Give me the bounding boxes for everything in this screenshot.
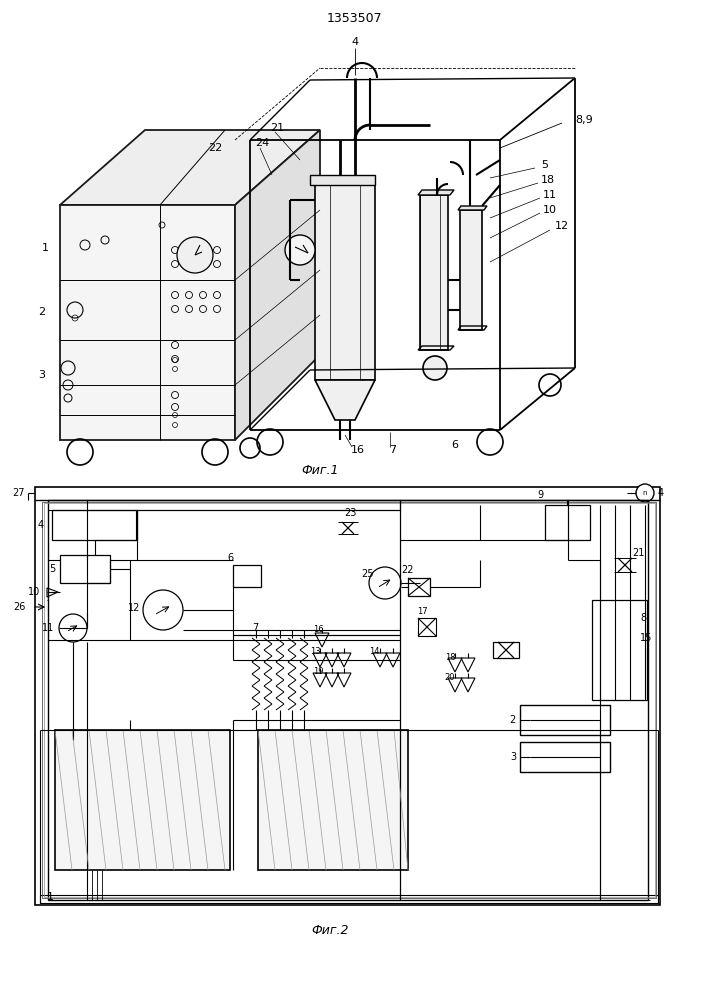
Polygon shape [458, 206, 487, 210]
Text: 22: 22 [208, 143, 222, 153]
Text: 19: 19 [312, 668, 323, 676]
Text: 9: 9 [537, 490, 543, 500]
Text: 3: 3 [38, 370, 45, 380]
Circle shape [59, 614, 87, 642]
Text: 1: 1 [47, 892, 54, 902]
Text: 17: 17 [416, 607, 427, 616]
Text: 16: 16 [351, 445, 365, 455]
Circle shape [177, 237, 213, 273]
Bar [258, 730, 408, 870]
Bar [44, 503, 655, 897]
Text: 21: 21 [270, 123, 284, 133]
Polygon shape [310, 175, 375, 185]
Bar [42, 502, 656, 898]
Circle shape [285, 235, 315, 265]
Bar [233, 565, 261, 587]
Text: 16: 16 [312, 626, 323, 635]
Text: 18: 18 [541, 175, 555, 185]
Text: 22: 22 [401, 565, 414, 575]
Text: 10: 10 [543, 205, 557, 215]
Bar [520, 742, 610, 772]
Bar [55, 730, 230, 870]
Text: 11: 11 [42, 623, 54, 633]
Text: 14: 14 [369, 648, 379, 656]
Bar [418, 618, 436, 636]
Text: 1353507: 1353507 [326, 11, 382, 24]
Polygon shape [235, 130, 320, 440]
Circle shape [636, 484, 654, 502]
Text: 11: 11 [543, 190, 557, 200]
Text: 23: 23 [344, 508, 356, 518]
Text: 12: 12 [555, 221, 569, 231]
Text: 13: 13 [310, 648, 320, 656]
Text: 1: 1 [42, 243, 49, 253]
Bar [520, 705, 610, 735]
Bar [420, 195, 448, 350]
Bar [60, 555, 110, 583]
Polygon shape [315, 380, 375, 420]
Circle shape [423, 356, 447, 380]
Text: 10: 10 [28, 587, 40, 597]
Bar [408, 578, 430, 596]
Circle shape [143, 590, 183, 630]
Bar [35, 487, 660, 905]
Bar [315, 185, 375, 380]
Text: 2: 2 [510, 715, 516, 725]
Polygon shape [60, 130, 320, 205]
Text: 21: 21 [632, 548, 644, 558]
Text: Фиг.1: Фиг.1 [301, 464, 339, 477]
Circle shape [369, 567, 401, 599]
Text: 5: 5 [49, 564, 55, 574]
Bar [460, 210, 482, 330]
Text: 7: 7 [390, 445, 397, 455]
Text: 25: 25 [362, 569, 374, 579]
Bar [52, 510, 137, 540]
Text: 26: 26 [13, 602, 26, 612]
Text: 18: 18 [445, 654, 455, 662]
Text: 6: 6 [452, 440, 459, 450]
Bar [545, 505, 590, 540]
Text: 3: 3 [510, 752, 516, 762]
Text: n: n [643, 490, 647, 496]
Polygon shape [60, 205, 235, 440]
Text: 6: 6 [227, 553, 233, 563]
Text: Фиг.2: Фиг.2 [311, 924, 349, 936]
Text: 4: 4 [351, 37, 358, 47]
Text: 15: 15 [640, 633, 653, 643]
Text: 12: 12 [128, 603, 140, 613]
Bar [592, 600, 647, 700]
Polygon shape [418, 190, 454, 195]
Text: 27: 27 [13, 488, 25, 498]
Text: 2: 2 [38, 307, 45, 317]
Text: 5: 5 [542, 160, 549, 170]
Bar [40, 895, 658, 903]
Text: 8: 8 [640, 613, 646, 623]
Text: 20: 20 [445, 674, 455, 682]
Text: 8,9: 8,9 [575, 115, 592, 125]
Text: 4: 4 [38, 520, 44, 530]
Text: 4: 4 [658, 488, 664, 498]
Text: 24: 24 [255, 138, 269, 148]
Bar [48, 500, 648, 900]
Text: 7: 7 [252, 623, 258, 633]
